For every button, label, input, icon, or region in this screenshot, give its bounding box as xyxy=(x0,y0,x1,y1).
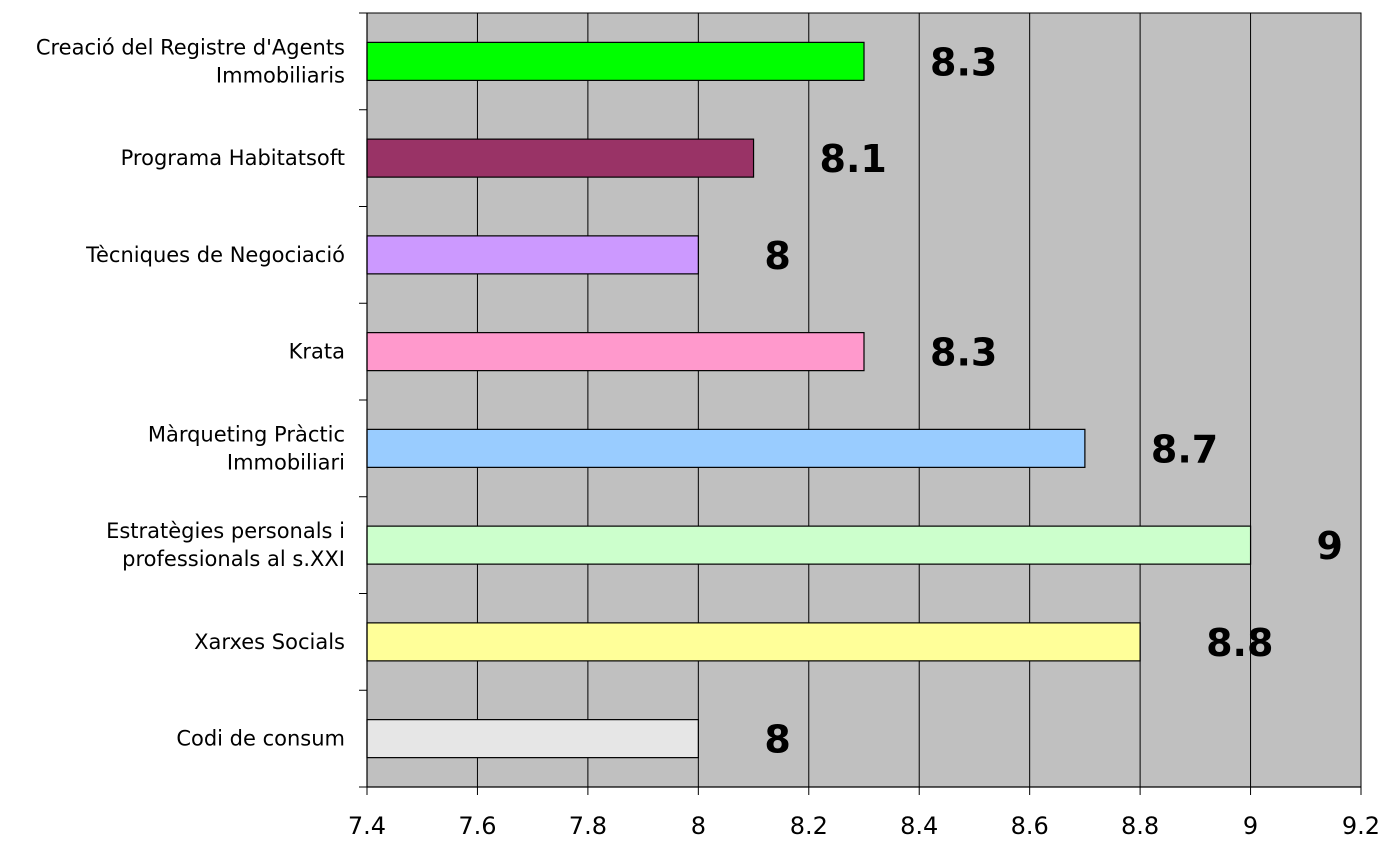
category-label: Màrqueting Pràctic Immobiliari xyxy=(148,422,345,474)
bar xyxy=(366,235,699,275)
category-label: Estratègies personals i professionals al … xyxy=(106,519,345,571)
data-label: 9 xyxy=(1317,524,1343,568)
x-tick-label: 8 xyxy=(691,812,706,840)
category-label-line: Programa Habitatsoft xyxy=(121,146,345,170)
x-tick-label: 7.8 xyxy=(569,812,607,840)
x-tick-label: 7.4 xyxy=(348,812,386,840)
x-tick-label: 7.6 xyxy=(458,812,496,840)
bar xyxy=(366,719,699,759)
bar xyxy=(366,138,755,178)
data-label: 8.8 xyxy=(1206,621,1273,665)
category-label: Tècniques de Negociació xyxy=(85,243,345,267)
category-label-line: Immobiliari xyxy=(227,450,345,474)
x-tick-label: 8.6 xyxy=(1011,812,1049,840)
category-label-line: Immobiliaris xyxy=(216,63,345,87)
data-label: 8.3 xyxy=(930,40,997,84)
category-label-line: Tècniques de Negociació xyxy=(85,243,345,267)
category-label: Krata xyxy=(289,340,345,364)
x-tick-label: 9 xyxy=(1243,812,1258,840)
category-label-line: Màrqueting Pràctic xyxy=(148,422,345,446)
category-label-line: Xarxes Socials xyxy=(194,630,345,654)
bar xyxy=(366,332,865,372)
x-tick-label: 9.2 xyxy=(1342,812,1380,840)
bar xyxy=(366,622,1141,662)
bar xyxy=(366,41,865,81)
category-label: Creació del Registre d'Agents Immobiliari… xyxy=(36,35,345,87)
category-label-line: professionals al s.XXI xyxy=(122,547,345,571)
plot-area xyxy=(367,13,1361,787)
category-label-line: Codi de consum xyxy=(176,727,345,751)
category-label: Codi de consum xyxy=(176,727,345,751)
x-tick-label: 8.4 xyxy=(900,812,938,840)
data-label: 8 xyxy=(764,234,790,278)
data-label: 8.3 xyxy=(930,331,997,375)
category-label-line: Krata xyxy=(289,340,345,364)
category-label-line: Estratègies personals i xyxy=(106,519,345,543)
bar xyxy=(366,525,1252,565)
x-tick-label: 8.8 xyxy=(1121,812,1159,840)
category-label: Xarxes Socials xyxy=(194,630,345,654)
x-tick-label: 8.2 xyxy=(790,812,828,840)
bar xyxy=(366,428,1086,468)
data-label: 8.1 xyxy=(820,137,887,181)
category-label: Programa Habitatsoft xyxy=(121,146,345,170)
data-label: 8.7 xyxy=(1151,427,1218,471)
category-label-line: Creació del Registre d'Agents xyxy=(36,35,345,59)
data-label: 8 xyxy=(764,718,790,762)
